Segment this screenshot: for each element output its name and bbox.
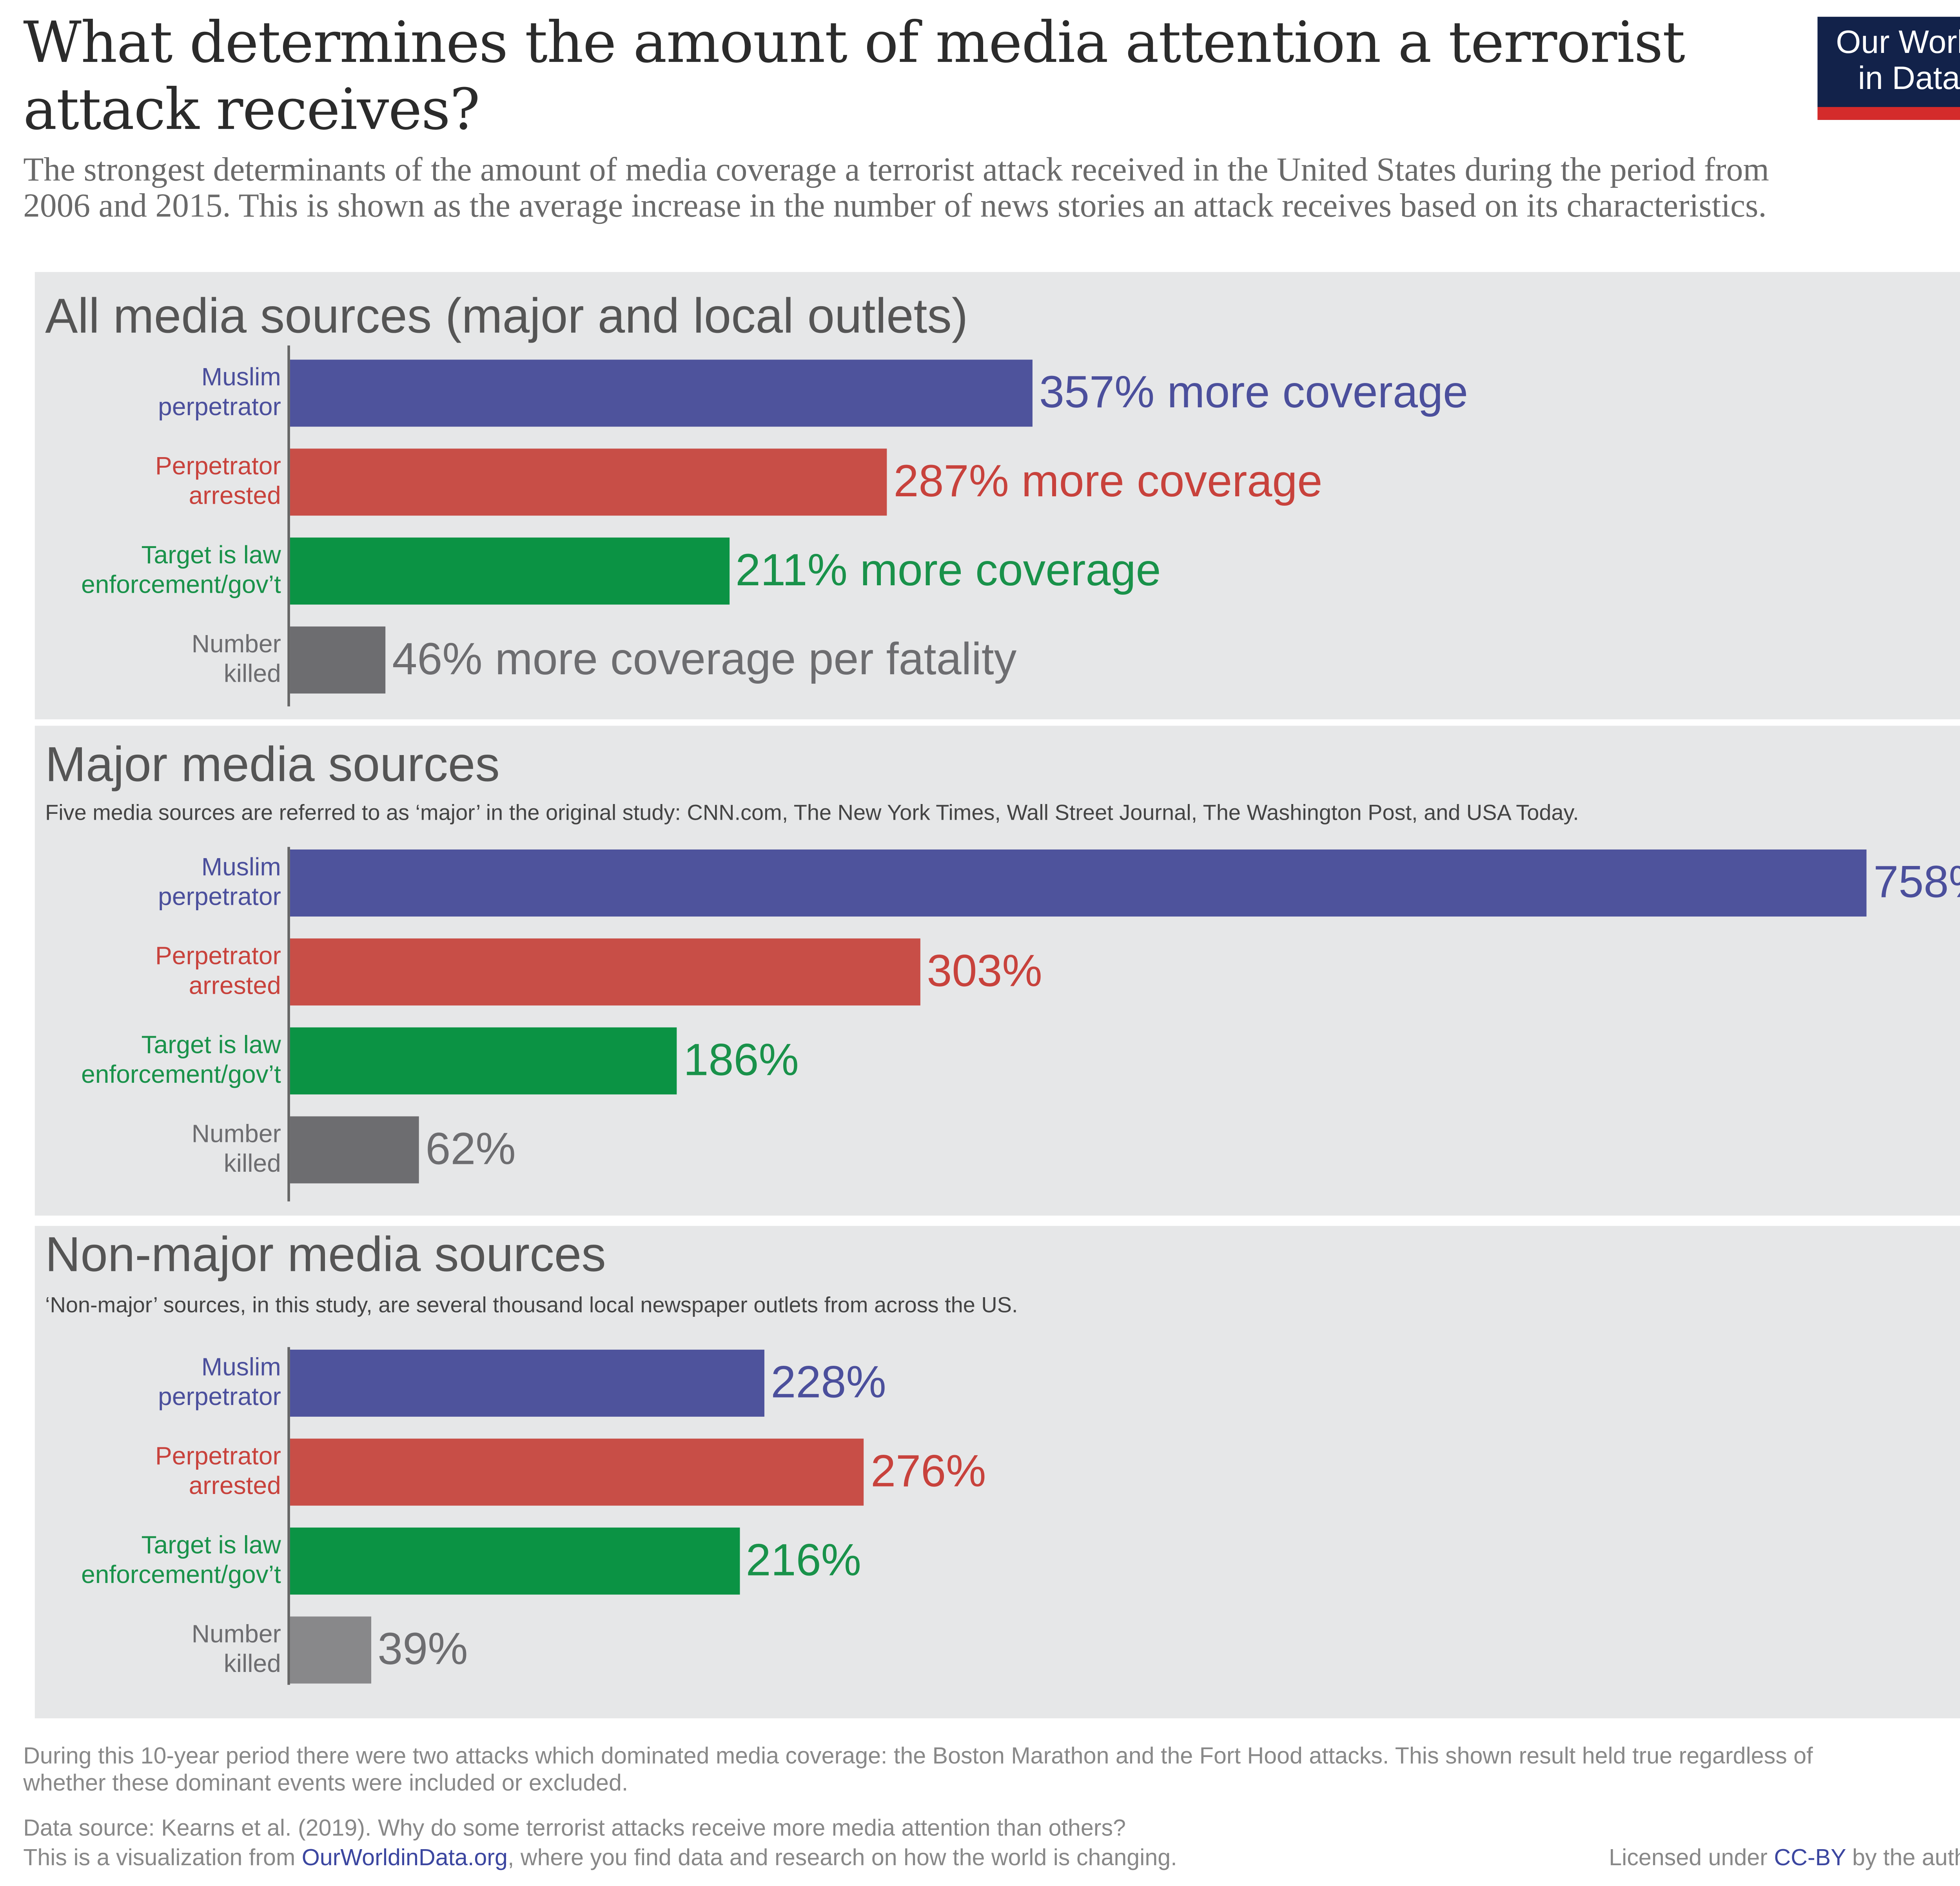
panel-title: All media sources (major and local outle… xyxy=(45,290,968,344)
license-suffix: by the authors. xyxy=(1852,1844,1960,1871)
value-label: 186% xyxy=(683,1035,799,1085)
category-label: Muslim perpetrator xyxy=(158,853,281,911)
bar xyxy=(290,849,1867,917)
value-label: 287% more coverage xyxy=(893,456,1323,507)
value-label: 276% xyxy=(871,1446,986,1497)
category-label: Target is law enforcement/gov’t xyxy=(81,1531,281,1590)
bar xyxy=(290,1616,371,1684)
bar xyxy=(290,448,887,516)
value-label: 357% more coverage xyxy=(1039,367,1468,418)
chart-panel-1: All media sources (major and local outle… xyxy=(34,272,1960,719)
category-label: Muslim perpetrator xyxy=(158,363,281,422)
bar xyxy=(290,537,729,605)
cc-by-link[interactable]: CC-BY xyxy=(1774,1844,1846,1871)
bar xyxy=(290,1027,677,1095)
panel-title: Non-major media sources xyxy=(45,1228,606,1283)
chart-panel-2: Major media sources Five media sources ar… xyxy=(34,726,1960,1216)
category-label: Perpetrator arrested xyxy=(155,942,281,1000)
category-label: Number killed xyxy=(191,630,281,688)
bar xyxy=(290,938,920,1006)
bar xyxy=(290,359,1033,427)
bar xyxy=(290,1116,419,1184)
value-label: 211% more coverage xyxy=(735,545,1161,596)
logo-line1: Our World xyxy=(1836,24,1960,61)
category-label: Perpetrator arrested xyxy=(155,1442,281,1501)
data-source: Data source: Kearns et al. (2019). Why d… xyxy=(23,1815,1126,1841)
owid-logo[interactable]: Our World in Data xyxy=(1817,16,1960,120)
chart-panel-3: Non-major media sources ‘Non-major’ sourc… xyxy=(34,1226,1960,1719)
value-label: 303% xyxy=(927,946,1042,997)
owid-link[interactable]: OurWorldinData.org xyxy=(301,1844,508,1871)
category-label: Target is law enforcement/gov’t xyxy=(81,541,281,600)
category-label: Number killed xyxy=(191,1620,281,1679)
footer-note: During this 10-year period there were tw… xyxy=(23,1743,1813,1796)
panel-title: Major media sources xyxy=(45,739,500,793)
panel-note: ‘Non-major’ sources, in this study, are … xyxy=(45,1293,1018,1318)
chart-subtitle: The strongest determinants of the amount… xyxy=(23,151,1769,225)
y-axis-line xyxy=(287,847,290,1202)
value-label: 228% xyxy=(771,1357,886,1408)
value-label: 39% xyxy=(377,1624,468,1675)
category-label: Target is law enforcement/gov’t xyxy=(81,1031,281,1089)
viz-suffix: , where you find data and research on ho… xyxy=(507,1844,1177,1871)
value-label: 46% more coverage per fatality xyxy=(392,634,1017,685)
logo-line2: in Data xyxy=(1858,60,1960,97)
bar xyxy=(290,626,386,694)
y-axis-line xyxy=(287,1347,290,1685)
panel-note: Five media sources are referred to as ‘m… xyxy=(45,801,1579,825)
category-label: Muslim perpetrator xyxy=(158,1353,281,1412)
license: Licensed under CC-BY by the authors. xyxy=(1609,1845,1960,1872)
y-axis-line xyxy=(287,345,290,706)
license-prefix: Licensed under xyxy=(1609,1844,1774,1871)
category-label: Number killed xyxy=(191,1120,281,1178)
value-label: 62% xyxy=(425,1124,516,1174)
visualization-credit: This is a visualization from OurWorldinD… xyxy=(23,1845,1177,1872)
chart-title: What determines the amount of media atte… xyxy=(23,10,1685,143)
viz-prefix: This is a visualization from xyxy=(23,1844,302,1871)
category-label: Perpetrator arrested xyxy=(155,452,281,511)
value-label: 216% xyxy=(746,1535,862,1586)
value-label: 758% xyxy=(1873,857,1960,908)
bar xyxy=(290,1527,740,1595)
bar xyxy=(290,1349,764,1417)
bar xyxy=(290,1438,864,1506)
